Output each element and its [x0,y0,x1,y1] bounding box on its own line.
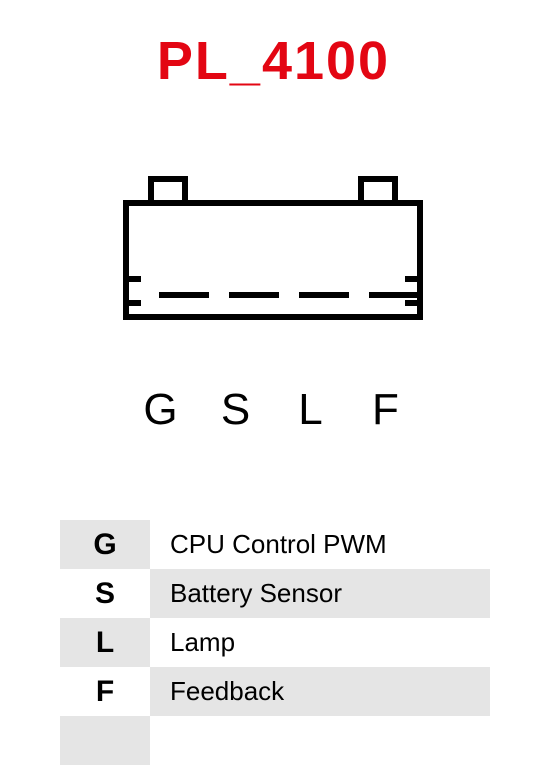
legend-row: LLamp [60,618,490,667]
legend-value: Battery Sensor [150,569,490,618]
legend-key: F [60,667,150,716]
connector-notch [123,276,141,306]
pin-label: F [348,385,423,435]
legend-row: GCPU Control PWM [60,520,490,569]
pin-legend-table: GCPU Control PWMSBattery SensorLLampFFee… [60,520,490,765]
legend-value: CPU Control PWM [150,520,490,569]
legend-row: SBattery Sensor [60,569,490,618]
connector-pin [369,292,419,298]
legend-value [150,716,490,765]
connector-body [123,200,423,320]
legend-key [60,716,150,765]
connector-notch [405,276,423,306]
legend-key: S [60,569,150,618]
connector-pin [299,292,349,298]
legend-key: G [60,520,150,569]
pin-label: L [273,385,348,435]
legend-row: FFeedback [60,667,490,716]
legend-key: L [60,618,150,667]
connector-diagram [123,170,423,370]
legend-value: Lamp [150,618,490,667]
pin-label: S [198,385,273,435]
legend-value: Feedback [150,667,490,716]
pin-labels-row: G S L F [123,385,423,435]
legend-row [60,716,490,765]
part-number-title: PL_4100 [0,30,547,92]
connector-pin [159,292,209,298]
pin-label: G [123,385,198,435]
connector-pin [229,292,279,298]
